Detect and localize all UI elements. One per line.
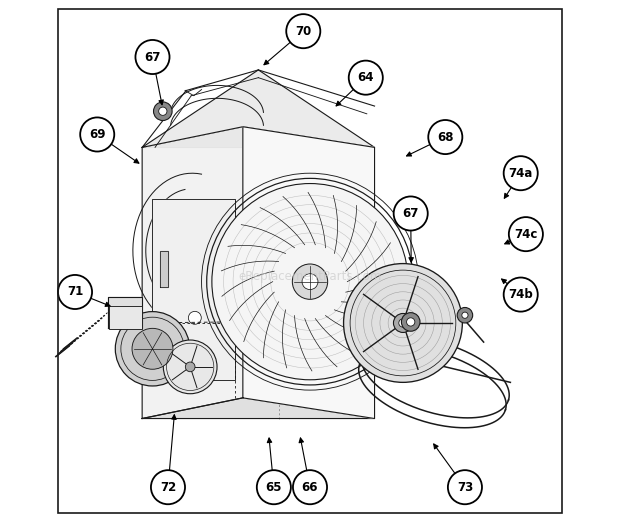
Circle shape <box>503 278 538 312</box>
Ellipse shape <box>115 312 190 386</box>
Circle shape <box>151 470 185 504</box>
Ellipse shape <box>179 302 210 334</box>
Circle shape <box>80 117 114 151</box>
Polygon shape <box>243 127 374 419</box>
Polygon shape <box>142 398 374 419</box>
Circle shape <box>457 307 472 323</box>
Circle shape <box>462 312 468 318</box>
Polygon shape <box>142 70 374 147</box>
Circle shape <box>401 313 420 331</box>
Polygon shape <box>142 127 243 419</box>
Text: 68: 68 <box>437 130 454 144</box>
Polygon shape <box>153 199 235 380</box>
Text: 71: 71 <box>67 286 83 299</box>
Circle shape <box>132 328 173 369</box>
Circle shape <box>293 470 327 504</box>
Circle shape <box>428 120 463 154</box>
Circle shape <box>503 156 538 190</box>
Circle shape <box>58 275 92 309</box>
Text: 67: 67 <box>144 51 161 64</box>
Circle shape <box>159 107 167 115</box>
Circle shape <box>163 340 217 394</box>
Text: 65: 65 <box>265 481 282 494</box>
Circle shape <box>394 196 428 231</box>
Circle shape <box>343 264 463 382</box>
Circle shape <box>399 319 407 327</box>
Circle shape <box>348 61 383 94</box>
Text: 64: 64 <box>358 71 374 84</box>
Circle shape <box>448 470 482 504</box>
Circle shape <box>185 362 195 372</box>
Text: 69: 69 <box>89 128 105 141</box>
Text: 72: 72 <box>160 481 176 494</box>
Ellipse shape <box>188 311 202 324</box>
Circle shape <box>135 40 169 74</box>
Circle shape <box>394 314 412 333</box>
Polygon shape <box>142 127 374 147</box>
Circle shape <box>212 184 408 380</box>
Polygon shape <box>107 297 142 328</box>
Circle shape <box>154 102 172 121</box>
Circle shape <box>302 274 318 290</box>
Circle shape <box>509 217 543 251</box>
Circle shape <box>286 14 321 48</box>
Text: 73: 73 <box>457 481 473 494</box>
Circle shape <box>407 318 415 326</box>
FancyBboxPatch shape <box>109 306 142 329</box>
Text: 67: 67 <box>402 207 419 220</box>
Text: eReplacementParts.com: eReplacementParts.com <box>238 270 382 283</box>
Text: 74c: 74c <box>514 228 538 241</box>
Text: 66: 66 <box>302 481 318 494</box>
Text: 74a: 74a <box>508 167 533 180</box>
Polygon shape <box>160 251 168 287</box>
Circle shape <box>293 264 327 299</box>
Text: 74b: 74b <box>508 288 533 301</box>
Text: 70: 70 <box>295 25 311 38</box>
Circle shape <box>257 470 291 504</box>
